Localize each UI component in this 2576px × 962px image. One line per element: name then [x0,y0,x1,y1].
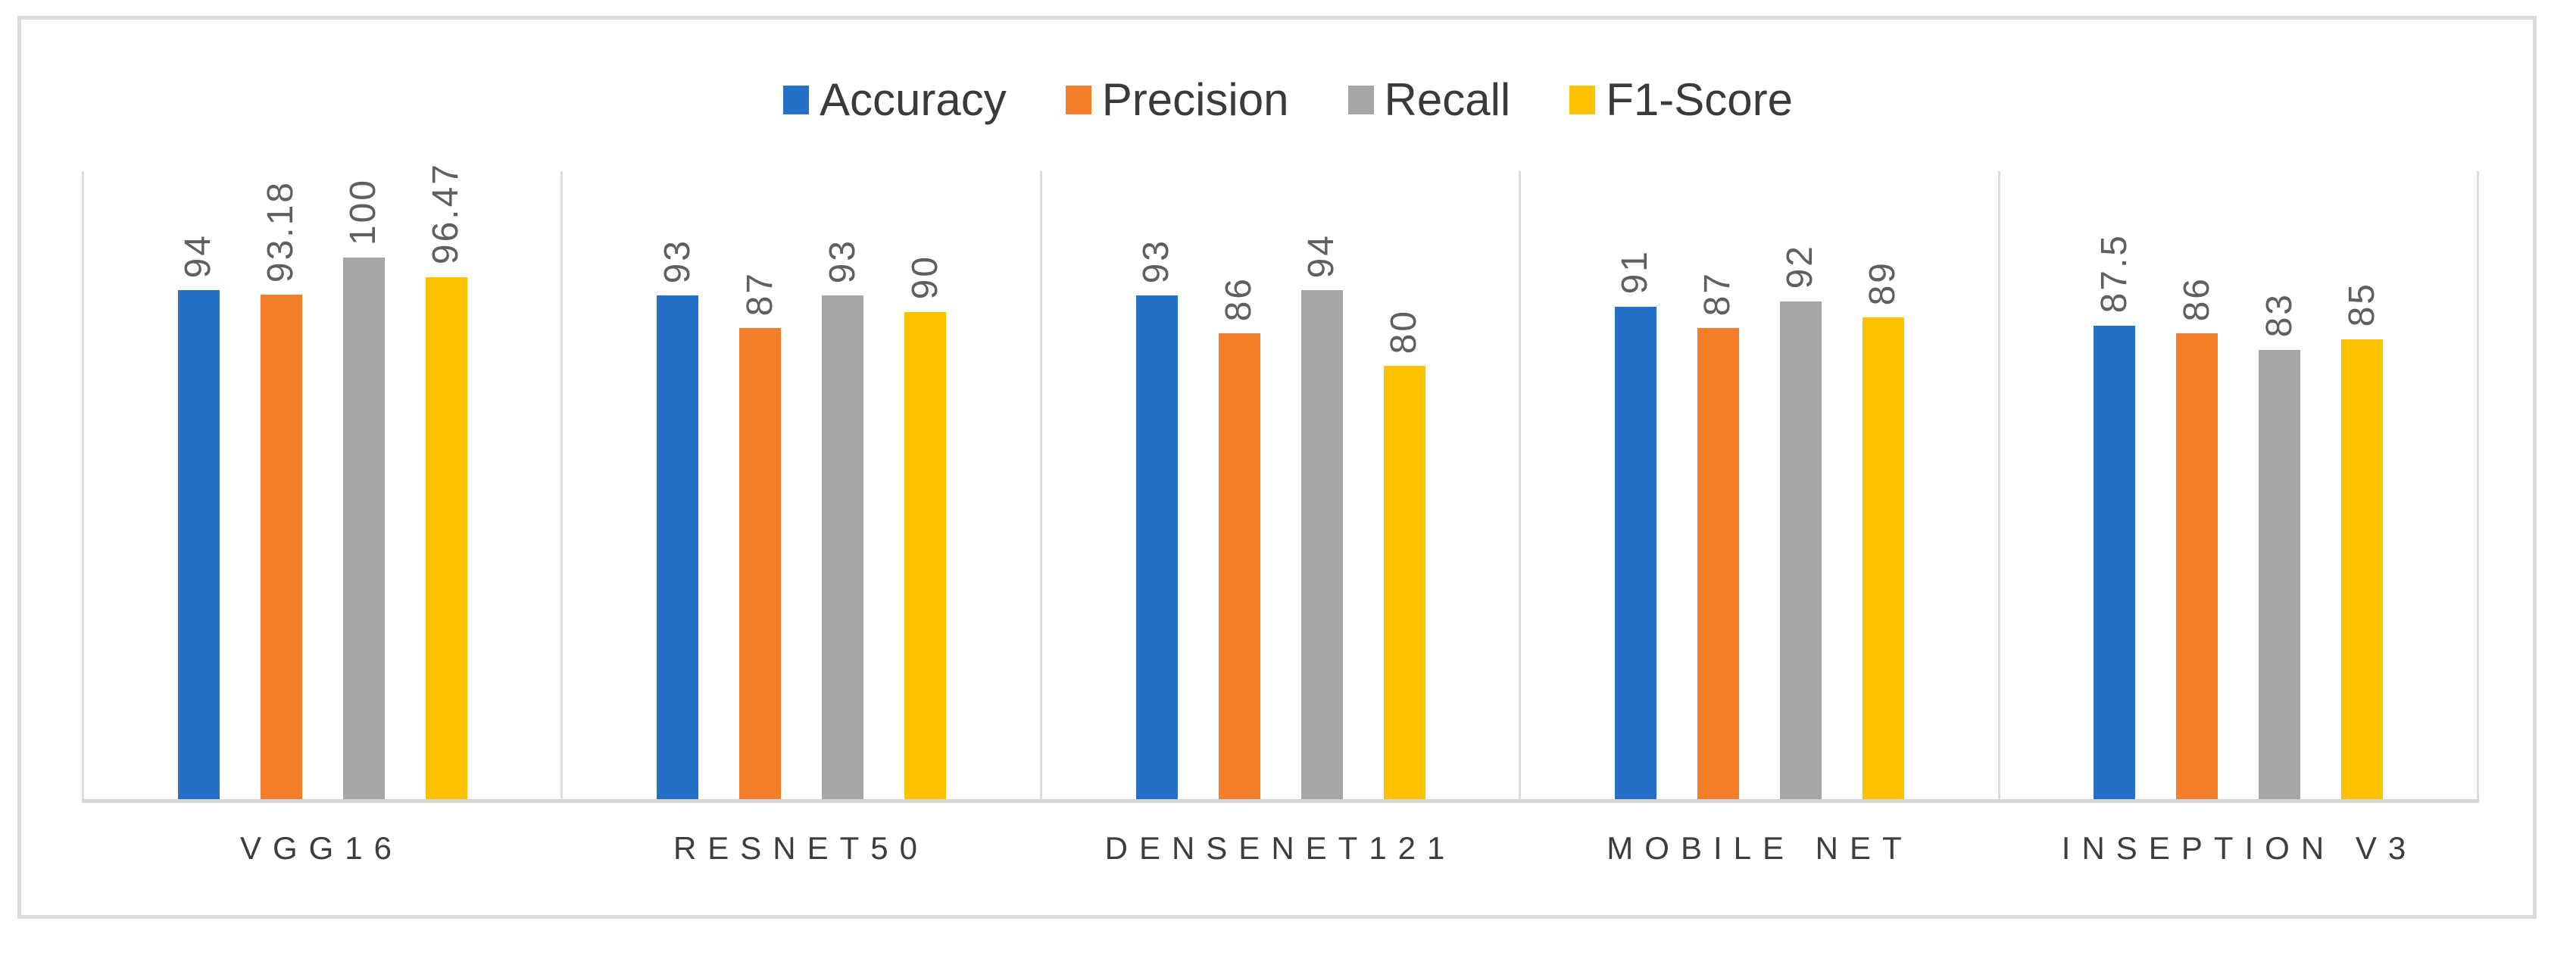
bar-value-label: 80 [1384,308,1425,355]
bar-slot: 94 [1300,171,1343,799]
bar-slot: 100 [342,171,385,799]
bar-slot: 96.47 [425,162,467,799]
bar-recall-densenet121 [1300,290,1343,799]
category-label-inseption-v3: INSEPTION V3 [2061,830,2418,866]
bar-value-label: 93 [822,238,863,284]
category-label-mobile-net: MOBILE NET [1606,830,1913,866]
bar-value-label: 86 [2176,276,2217,322]
category-group-vgg16: 94 93.18 100 96.47 [82,162,560,799]
bar-accuracy-inseption-v3 [2094,325,2136,799]
bar-cluster: 94 93.18 100 96.47 [84,162,560,799]
bar-slot: 89 [1862,171,1904,799]
bar-slot: 83 [2259,171,2301,799]
bar-slot: 80 [1383,171,1425,799]
bar-slot: 85 [2341,171,2384,799]
bar-slot: 90 [904,171,947,799]
category-group-inseption-v3: 87.5 86 83 85 [1997,171,2480,799]
category-label-resnet50: RESNET50 [673,830,929,866]
bar-value-label: 89 [1863,260,1903,305]
bar-cluster: 93 87 93 90 [563,171,1039,799]
bar-precision-vgg16 [260,295,302,799]
category-label-densenet121: DENSENET121 [1104,830,1457,866]
category-group-resnet50: 93 87 93 90 [560,171,1039,799]
bar-slot: 86 [1218,171,1260,799]
legend-label: Precision [1101,74,1289,125]
bar-f1-score-densenet121 [1383,366,1425,799]
x-axis-labels: VGG16 RESNET50 DENSENET121 MOBILE NET INSEPT… [82,830,2479,867]
bar-cluster: 91 87 92 89 [1521,171,1997,799]
legend-item-accuracy: Accuracy [782,74,1007,125]
bar-recall-vgg16 [342,258,385,799]
category-label-vgg16: VGG16 [239,830,404,866]
bar-value-label: 96.47 [426,162,467,265]
chart-legend: Accuracy Precision Recall F1-Score [0,77,2576,123]
bar-accuracy-mobile-net [1614,306,1656,799]
bar-f1-score-resnet50 [904,311,947,799]
bar-value-label: 90 [904,255,945,300]
bar-value-label: 87 [739,270,780,317]
legend-item-recall: Recall [1347,74,1511,125]
bar-value-label: 100 [343,178,384,246]
bar-accuracy-densenet121 [1135,295,1178,799]
bar-slot: 91 [1614,171,1656,799]
bar-value-label: 92 [1780,244,1821,289]
bar-slot: 93 [657,171,699,799]
legend-label: Accuracy [819,74,1007,125]
bar-value-label: 87 [1697,270,1738,317]
bar-f1-score-inseption-v3 [2341,339,2384,799]
bar-value-label: 93 [657,238,698,284]
bar-precision-densenet121 [1218,333,1260,799]
bar-slot: 93 [1135,171,1178,799]
bar-value-label: 87.5 [2094,233,2134,314]
bar-slot: 94 [177,171,220,799]
legend-marker-precision [1065,86,1091,114]
bar-value-label: 85 [2341,282,2382,327]
bar-recall-inseption-v3 [2259,349,2301,799]
bar-accuracy-vgg16 [177,290,220,799]
legend-marker-f1-score [1569,86,1596,114]
bar-f1-score-mobile-net [1862,317,1904,799]
bar-precision-mobile-net [1697,328,1739,799]
legend-marker-recall [1347,86,1374,114]
bar-slot: 87.5 [2094,171,2136,799]
bar-value-label: 86 [1219,276,1260,322]
category-group-densenet121: 93 86 94 80 [1039,171,1519,799]
bar-value-label: 94 [178,233,219,279]
bar-slot: 93 [822,171,864,799]
bar-slot: 93.18 [260,171,302,799]
bar-value-label: 94 [1301,233,1342,279]
bar-f1-score-vgg16 [425,276,467,799]
legend-marker-accuracy [782,86,809,114]
bar-accuracy-resnet50 [657,295,699,799]
bar-value-label: 83 [2259,292,2300,338]
legend-label: Recall [1384,74,1511,125]
bar-precision-resnet50 [739,328,782,799]
bar-slot: 86 [2176,171,2218,799]
bar-precision-inseption-v3 [2176,333,2218,799]
bar-slot: 87 [739,171,782,799]
bar-value-label: 91 [1615,249,1656,295]
legend-item-f1-score: F1-Score [1569,77,1793,123]
bar-slot: 92 [1779,171,1822,799]
bar-value-label: 93.18 [261,180,301,283]
bar-cluster: 93 86 94 80 [1042,171,1519,799]
bar-slot: 87 [1697,171,1739,799]
category-group-mobile-net: 91 87 92 89 [1519,171,1997,799]
legend-item-precision: Precision [1065,74,1289,125]
bar-value-label: 93 [1136,238,1177,284]
bar-cluster: 87.5 86 83 85 [2000,171,2477,799]
bar-recall-resnet50 [822,295,864,799]
plot-area: 94 93.18 100 96.47 93 87 93 90 93 86 94 80 91 87 92 89 8… [82,162,2480,803]
legend-label: F1-Score [1606,74,1793,125]
bar-recall-mobile-net [1779,301,1822,799]
